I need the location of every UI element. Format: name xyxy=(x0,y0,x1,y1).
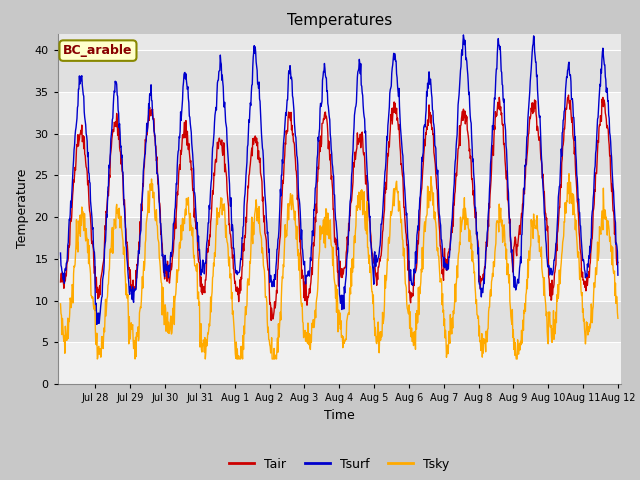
Bar xyxy=(58,217,621,259)
Tsky xyxy=(144,210,152,216)
Tsurf xyxy=(93,322,100,327)
Tsurf xyxy=(57,250,65,256)
Tair xyxy=(614,259,621,265)
Tsky xyxy=(57,301,65,307)
Tair xyxy=(118,156,125,161)
Tair xyxy=(550,281,558,287)
Bar xyxy=(58,342,621,384)
Tsky xyxy=(614,315,621,321)
Tsurf xyxy=(396,114,404,120)
Tsurf xyxy=(493,66,500,72)
Tair xyxy=(57,279,65,285)
Tsurf xyxy=(118,152,126,158)
Legend: Tair, Tsurf, Tsky: Tair, Tsurf, Tsky xyxy=(224,453,454,476)
Tair xyxy=(492,114,500,120)
Tsurf xyxy=(144,124,152,130)
Tair xyxy=(550,271,558,276)
Tsky xyxy=(550,317,558,323)
Bar xyxy=(58,134,621,175)
Bar xyxy=(58,175,621,217)
Line: Tair: Tair xyxy=(61,95,618,320)
Tair xyxy=(396,144,404,149)
Tsurf xyxy=(614,272,621,278)
Tsurf xyxy=(550,257,558,263)
Tsurf xyxy=(460,32,467,38)
Line: Tsky: Tsky xyxy=(61,174,618,359)
X-axis label: Time: Time xyxy=(324,408,355,421)
Text: BC_arable: BC_arable xyxy=(63,44,132,57)
Tsky xyxy=(550,336,558,342)
Bar xyxy=(58,300,621,342)
Tsurf xyxy=(551,253,559,259)
Tsky xyxy=(118,229,126,235)
Title: Temperatures: Temperatures xyxy=(287,13,392,28)
Tsky xyxy=(492,240,500,246)
Tair xyxy=(143,132,151,137)
Bar xyxy=(58,259,621,300)
Tsky xyxy=(93,356,101,362)
Y-axis label: Temperature: Temperature xyxy=(16,169,29,249)
Bar xyxy=(58,50,621,92)
Tsky xyxy=(396,205,404,211)
Tsky xyxy=(565,171,573,177)
Tair xyxy=(564,92,572,98)
Line: Tsurf: Tsurf xyxy=(61,35,618,324)
Tair xyxy=(268,317,275,323)
Bar xyxy=(58,92,621,134)
